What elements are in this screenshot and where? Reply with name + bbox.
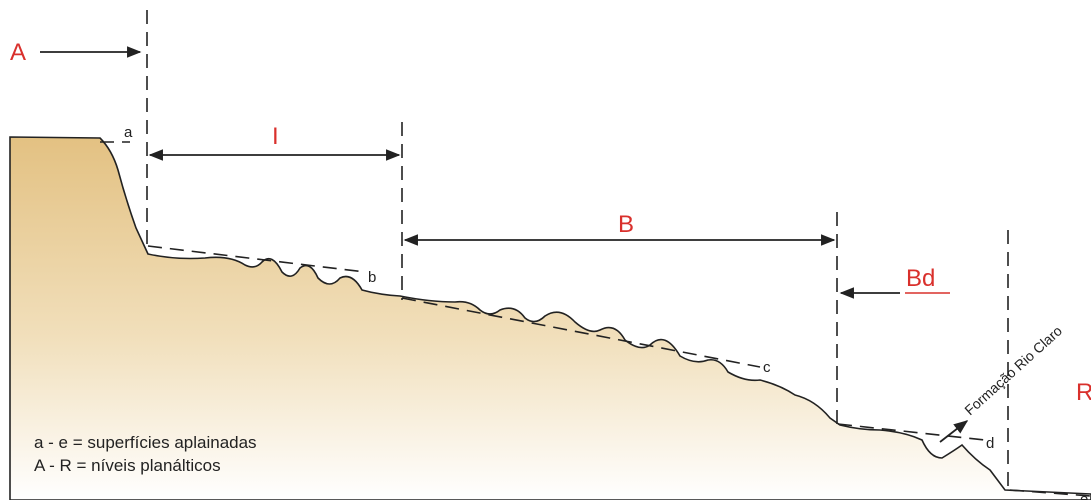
legend-line: a - e = superfícies aplainadas xyxy=(34,433,257,452)
level-label: Bd xyxy=(906,265,935,292)
level-label: I xyxy=(272,123,279,150)
legend-line: A - R = níveis planálticos xyxy=(34,456,221,475)
annotation: Formação Rio Claro xyxy=(961,322,1065,418)
surface-label: e xyxy=(1080,491,1088,500)
surface-label: b xyxy=(368,269,376,286)
surface-label: a xyxy=(124,124,133,141)
level-label: R xyxy=(1076,379,1091,406)
surface-label: d xyxy=(986,435,994,452)
diagram: A I B Bd R a b c d e Formação Rio Claro … xyxy=(0,0,1091,500)
arrow xyxy=(940,421,967,442)
level-label: B xyxy=(618,211,634,238)
level-label: A xyxy=(10,39,26,66)
surface-label: c xyxy=(763,359,771,376)
